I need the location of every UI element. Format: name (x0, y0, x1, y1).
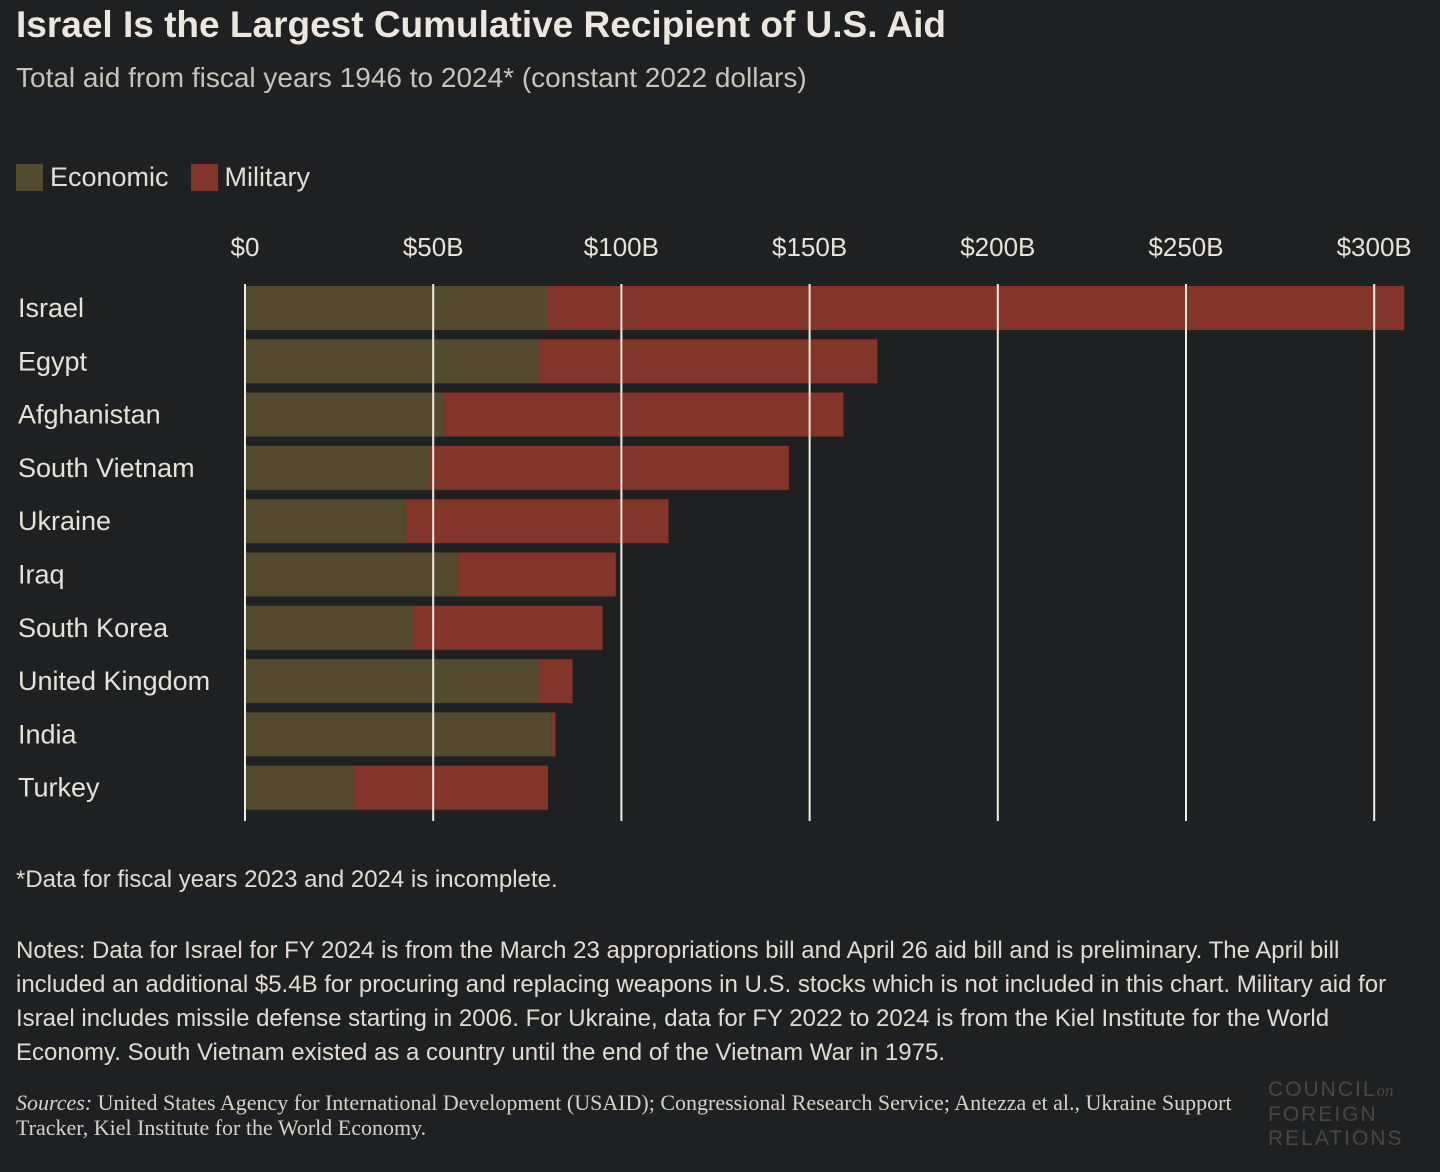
bar-economic-israel (245, 286, 549, 330)
legend: Economic Military (16, 162, 332, 193)
category-label: Turkey (18, 773, 100, 803)
logo-line-1: COUNCILon (1268, 1078, 1403, 1103)
bar-military-israel (548, 286, 1405, 330)
cfr-logo: COUNCILon FOREIGN RELATIONS (1268, 1078, 1403, 1151)
bar-economic-india (245, 712, 552, 757)
legend-label-economic: Economic (50, 162, 169, 192)
x-tick-label: $0 (231, 232, 260, 262)
bar-economic-south-korea (245, 605, 413, 650)
legend-item-military: Military (190, 162, 311, 193)
bar-military-afghanistan (444, 392, 844, 437)
bar-economic-iraq (245, 552, 458, 597)
bar-military-egypt (538, 339, 878, 384)
bar-economic-united-kingdom (245, 659, 539, 704)
bar-economic-egypt (245, 339, 539, 384)
bar-economic-south-vietnam (245, 445, 430, 490)
legend-label-military: Military (224, 162, 311, 192)
x-tick-label: $150B (772, 232, 847, 262)
category-label: South Korea (18, 613, 169, 643)
notes: Notes: Data for Israel for FY 2024 is fr… (16, 937, 1387, 1066)
chart-subtitle: Total aid from fiscal years 1946 to 2024… (16, 62, 807, 93)
category-label: United Kingdom (18, 666, 210, 696)
category-label: Iraq (18, 560, 65, 590)
x-tick-label: $250B (1148, 232, 1223, 262)
category-label: Israel (18, 293, 84, 323)
chart-title: Israel Is the Largest Cumulative Recipie… (16, 4, 947, 45)
sources: Sources: United States Agency for Intern… (16, 1090, 1256, 1140)
logo-line-3: RELATIONS (1268, 1127, 1404, 1150)
logo-line-2: FOREIGN (1268, 1103, 1378, 1126)
category-label: India (18, 719, 78, 749)
sources-label: Sources: (16, 1090, 93, 1115)
bar-military-south-vietnam (429, 445, 789, 490)
legend-swatch-military (190, 164, 218, 191)
x-tick-label: $300B (1337, 232, 1412, 262)
gridlines (244, 284, 1376, 821)
logo-word-on: on (1376, 1081, 1394, 1100)
x-tick-label: $200B (960, 232, 1035, 262)
bar-military-ukraine (404, 499, 669, 544)
bar-economic-ukraine (245, 499, 405, 544)
category-label: Afghanistan (18, 400, 161, 430)
bar-economic-turkey (245, 765, 355, 810)
legend-item-economic: Economic (16, 162, 169, 193)
category-label: Egypt (18, 346, 88, 376)
bar-military-turkey (354, 765, 549, 810)
bar-military-india (551, 712, 556, 757)
bar-chart: Israel Egypt Afghanistan South Vietnam Ukrai… (18, 232, 1412, 821)
x-tick-label: $100B (584, 232, 659, 262)
bar-economic-afghanistan (245, 392, 445, 437)
bar-military-united-kingdom (538, 659, 573, 704)
category-label: South Vietnam (18, 453, 195, 483)
legend-swatch-economic (16, 164, 43, 191)
bar-military-iraq (457, 552, 616, 597)
logo-word-council: COUNCIL (1268, 1078, 1377, 1101)
bar-military-south-korea (412, 605, 603, 650)
category-label: Ukraine (18, 506, 111, 536)
x-tick-label: $50B (403, 232, 464, 262)
sources-text: United States Agency for International D… (16, 1090, 1232, 1140)
bars (245, 286, 1405, 810)
footnote: *Data for fiscal years 2023 and 2024 is … (16, 866, 558, 893)
